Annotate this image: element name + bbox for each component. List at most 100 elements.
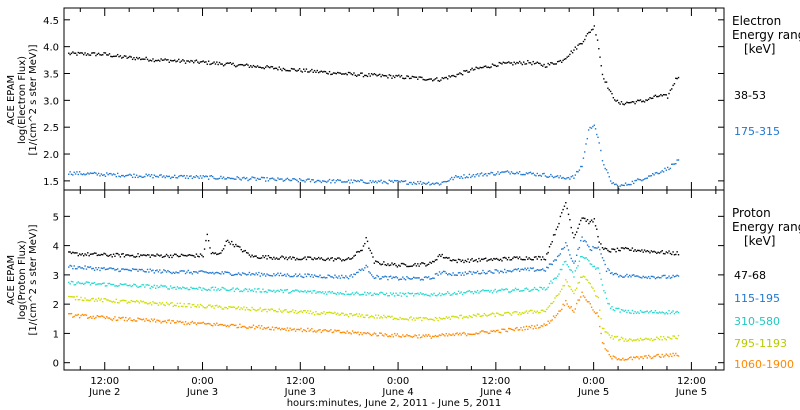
data-point [103,252,105,255]
data-point [555,63,558,65]
data-point [150,270,153,272]
data-point [581,255,583,258]
data-point [524,328,526,331]
data-point [210,306,213,308]
data-point [134,58,137,61]
data-point [666,354,669,357]
data-point [577,248,579,251]
data-point [228,177,230,179]
data-point [637,356,639,358]
data-point [129,317,131,319]
data-point [241,290,244,293]
data-point [573,276,575,278]
data-point [618,358,620,360]
data-point [433,79,435,81]
data-point [570,226,572,229]
data-point [145,173,147,175]
data-point [116,285,119,287]
data-point [506,288,509,291]
data-point [172,286,175,289]
data-point [77,281,79,283]
data-point [131,300,134,303]
data-point [426,294,428,297]
data-point [231,177,233,180]
data-point [646,250,648,252]
data-point [453,176,456,179]
data-point [355,291,358,293]
data-point [540,64,543,66]
data-point [571,260,574,262]
data-point [305,311,308,314]
data-point [193,287,195,290]
data-point [650,310,653,312]
data-point [467,333,469,335]
data-point [284,309,286,311]
data-point [665,338,668,341]
data-point [514,310,517,313]
data-point [641,179,643,182]
data-point [250,178,252,180]
data-point [565,57,567,60]
data-point [665,94,668,96]
data-point [168,61,170,63]
data-point [373,292,376,295]
data-point [561,212,563,214]
data-point [432,335,434,338]
data-point [308,71,310,73]
y-tick-label: 5 [53,212,59,223]
data-point [383,75,385,77]
data-point [224,306,226,309]
data-point [474,259,476,262]
data-point [171,60,173,62]
data-point [76,54,78,56]
data-point [159,60,161,62]
data-point [188,254,191,256]
data-point [95,172,97,174]
data-point [672,274,674,277]
data-point [110,300,112,302]
data-point [638,339,640,342]
data-point [611,182,613,185]
data-point [669,277,672,279]
data-point [536,288,538,291]
data-point [512,270,514,272]
data-point [631,274,634,276]
data-point [154,321,157,323]
x-tick-day: June 4 [381,387,413,398]
data-point [505,312,507,314]
data-point [533,256,536,258]
data-point [322,258,324,261]
data-point [415,277,418,279]
data-point [465,273,468,275]
data-point [311,327,313,330]
data-point [118,270,120,273]
data-point [245,288,248,291]
data-point [529,326,532,329]
data-point [88,173,90,175]
data-point [193,176,195,178]
data-point [285,309,287,311]
data-point [248,178,251,181]
data-point [600,149,602,152]
data-point [581,236,583,238]
data-point [471,273,473,275]
data-point [671,355,673,358]
data-point [646,277,648,279]
data-point [133,283,135,285]
data-point [379,180,381,183]
data-point [206,175,208,178]
data-point [422,182,424,184]
data-point [656,95,658,98]
data-point [366,182,369,185]
data-point [355,332,358,334]
data-point [380,75,382,78]
data-point [111,301,113,303]
data-point [612,338,615,340]
data-point [323,70,325,73]
data-point [513,311,515,313]
data-point [672,310,674,312]
data-point [389,335,392,338]
data-point [93,281,96,284]
data-point [495,257,498,260]
data-point [233,245,236,248]
